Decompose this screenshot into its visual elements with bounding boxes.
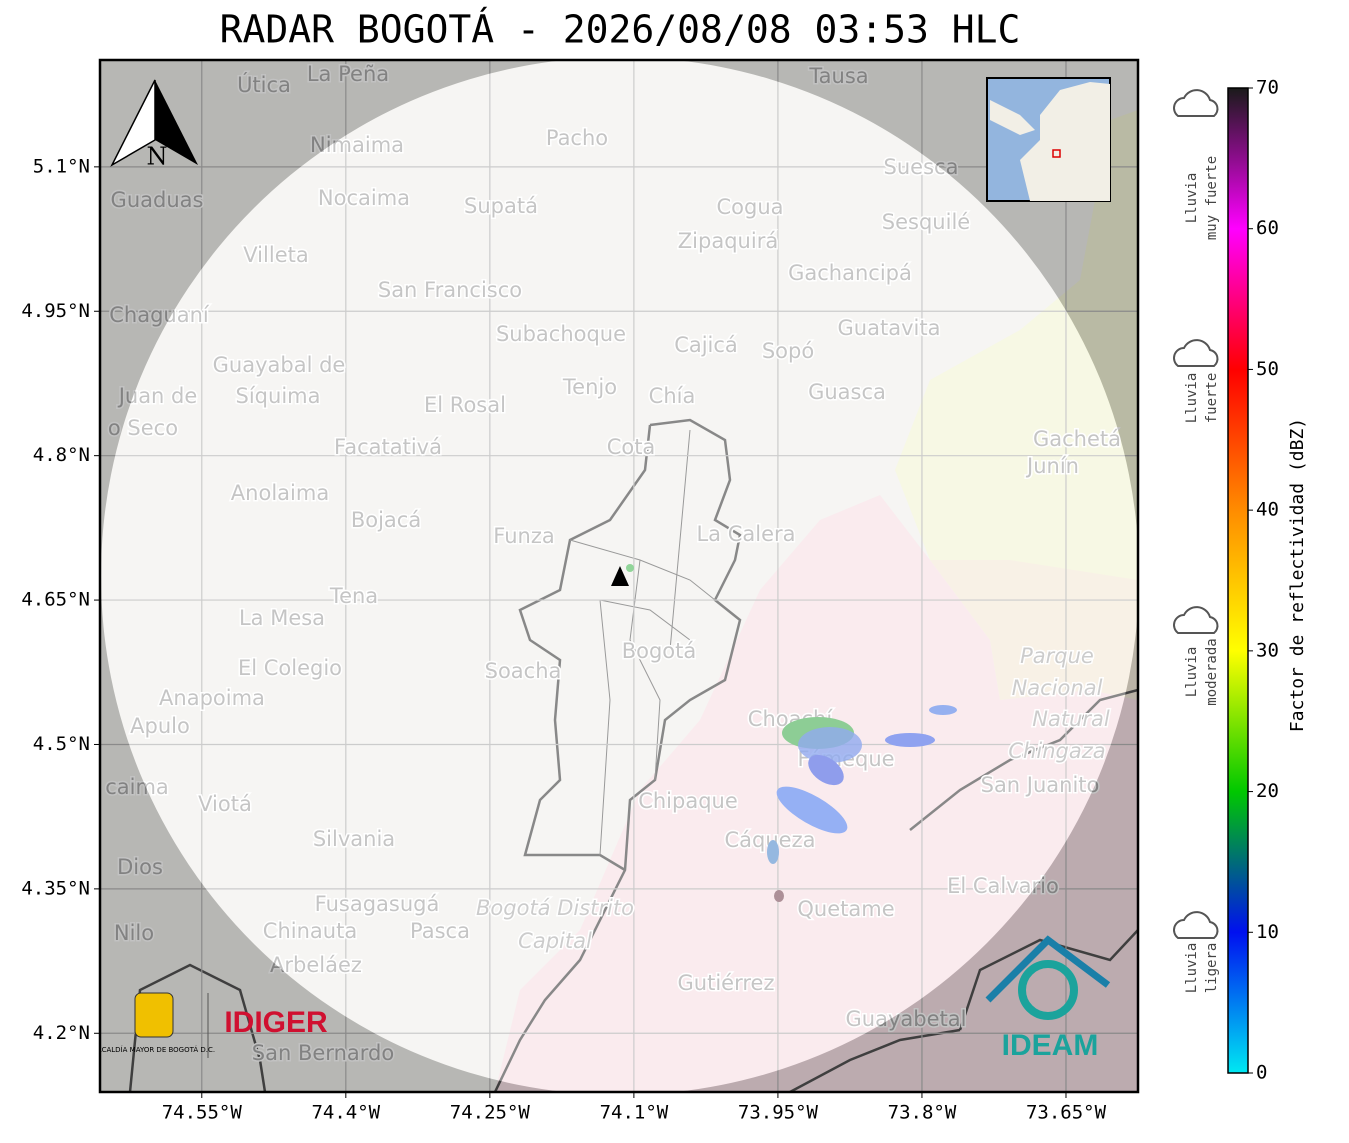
y-tick-label: 4.5°N	[33, 733, 90, 755]
colorbar-tick-label: 40	[1256, 499, 1279, 521]
colorbar-ramp	[1227, 87, 1249, 1074]
map-frame	[98, 58, 1140, 1094]
y-tick-label: 4.35°N	[21, 877, 90, 899]
colorbar-tick-label: 60	[1256, 217, 1279, 239]
colorbar-tick-label: 30	[1256, 639, 1279, 661]
colorbar-tick-label: 20	[1256, 780, 1279, 802]
x-tick-label: 74.25°W	[450, 1102, 531, 1124]
y-tick-label: 5.1°N	[33, 155, 90, 177]
rain-legend-text: Lluvia	[1184, 647, 1200, 698]
place-label: Dios	[117, 855, 163, 879]
rain-legend-text: Lluvia	[1184, 943, 1200, 994]
inset-map	[986, 77, 1111, 202]
colorbar: 0 10 20 30 40 50 60 70 Factor de reflectividad (…	[1227, 77, 1308, 1084]
colorbar-tick-label: 50	[1256, 358, 1279, 380]
logo-ideam: IDEAM	[1002, 1029, 1099, 1062]
colorbar-label: Factor de reflectividad (dBZ)	[1287, 418, 1308, 732]
logos: ALCALDÍA MAYOR DE BOGOTÁ D.C. IDIGER IDE…	[93, 935, 1111, 1062]
rain-legend-text: fuerte	[1204, 373, 1220, 424]
rain-legend-text: moderada	[1204, 638, 1220, 705]
place-label: Guaduas	[111, 188, 204, 212]
rain-legend-text: ligera	[1204, 943, 1220, 994]
y-tick-label: 4.2°N	[33, 1022, 90, 1044]
cloud-icon	[1173, 911, 1219, 939]
cloud-icon	[1173, 606, 1219, 634]
cloud-icon	[1173, 339, 1219, 367]
north-arrow: N	[110, 79, 198, 171]
radar-site	[611, 566, 629, 586]
x-tick-label: 74.55°W	[162, 1102, 243, 1124]
colorbar-tick-label: 0	[1256, 1062, 1267, 1084]
y-tick-label: 4.8°N	[33, 444, 90, 466]
cloud-icon	[1173, 89, 1219, 117]
rain-legend-text: muy fuerte	[1204, 156, 1220, 240]
axes: 74.55°W 74.4°W 74.25°W 74.1°W 73.95°W 73.8°W 7…	[21, 155, 1106, 1123]
place-label: La Peña	[307, 62, 389, 86]
x-tick-label: 73.65°W	[1026, 1102, 1107, 1124]
logo-alcaldia: ALCALDÍA MAYOR DE BOGOTÁ D.C.	[93, 1045, 215, 1054]
x-tick-label: 73.95°W	[738, 1102, 819, 1124]
x-tick-label: 74.4°W	[311, 1102, 380, 1124]
place-label: San Bernardo	[252, 1041, 394, 1065]
y-tick-label: 4.65°N	[21, 589, 90, 611]
north-label: N	[147, 143, 168, 171]
y-tick-label: 4.95°N	[21, 300, 90, 322]
place-label: Útica	[237, 72, 291, 97]
x-tick-label: 73.8°W	[888, 1102, 957, 1124]
place-label: Nilo	[114, 921, 154, 945]
map-area: La PeñaÚticaTausaNimaimaPachoGuaduasNoca…	[93, 60, 1138, 1092]
rain-legend-text: Lluvia	[1184, 373, 1200, 424]
x-tick-label: 74.1°W	[600, 1102, 669, 1124]
title: RADAR BOGOTÁ - 2026/08/08 03:53 HLC	[220, 8, 1021, 52]
colorbar-tick-label: 10	[1256, 921, 1279, 943]
rain-legend-text: Lluvia	[1184, 173, 1200, 224]
colorbar-tick-label: 70	[1256, 77, 1279, 99]
logo-idiger: IDIGER	[224, 1006, 328, 1039]
place-label: Tausa	[808, 64, 868, 88]
